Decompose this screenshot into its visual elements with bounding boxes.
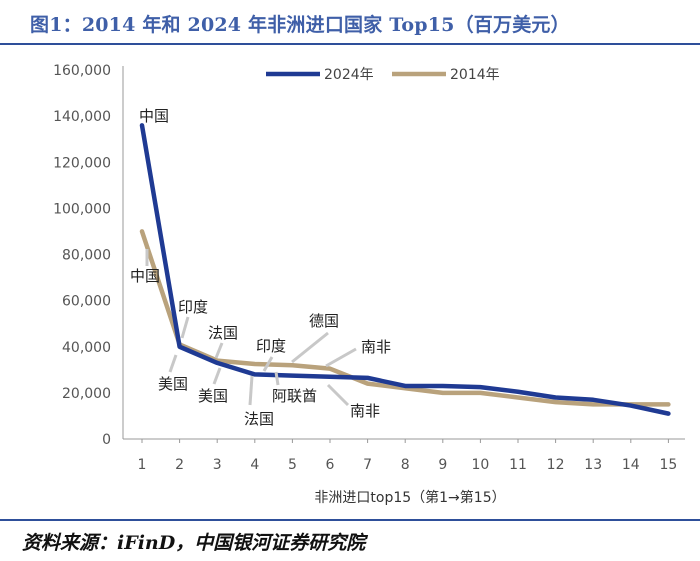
annotation-label: 中国: [139, 107, 169, 125]
annotation-leader: [262, 356, 274, 372]
chart-axes: 0 20,000 40,000 60,000 80,000 100,000 120,000 1…: [53, 63, 685, 473]
chart-legend: 2024年 2014年: [266, 67, 500, 83]
y-tick-label: 80,000: [62, 248, 111, 264]
y-tick-label: 60,000: [62, 294, 111, 310]
annotation-leader: [214, 342, 224, 359]
annotation-label: 南非: [361, 338, 391, 356]
x-tick-label: 14: [622, 457, 640, 473]
x-tick-label: 5: [288, 457, 297, 473]
source-rule: [0, 519, 700, 521]
annotation-label: 印度: [178, 298, 208, 316]
annotation-label: 印度: [256, 337, 286, 355]
x-tick-label: 11: [509, 457, 527, 473]
annotation-label: 德国: [309, 312, 339, 330]
annotation-leader: [325, 347, 357, 368]
x-tick-label: 8: [401, 457, 410, 473]
annotation-label: 美国: [158, 375, 188, 393]
y-tick-label: 0: [102, 432, 111, 448]
x-tick-label: 10: [471, 457, 489, 473]
legend-label: 2024年: [324, 67, 374, 83]
y-tick-label: 160,000: [53, 63, 111, 79]
x-tick-label: 2: [175, 457, 184, 473]
x-tick-label: 7: [363, 457, 372, 473]
x-tick-label: 12: [547, 457, 565, 473]
annotation-leader: [326, 383, 350, 407]
chart-title: 图1：2014 年和 2024 年非洲进口国家 Top15（百万美元）: [30, 14, 570, 36]
annotation-label: 南非: [350, 402, 380, 420]
y-tick-label: 140,000: [53, 109, 111, 125]
x-axis-label: 非洲进口top15（第1→第15）: [314, 489, 505, 506]
x-tick-label: 15: [659, 457, 677, 473]
y-tick-label: 20,000: [62, 386, 111, 402]
x-tick-label: 6: [326, 457, 335, 473]
x-tick-label: 3: [213, 457, 222, 473]
series-line-2014年: [139, 229, 671, 407]
y-tick-label: 120,000: [53, 155, 111, 171]
annotation-label: 法国: [208, 324, 238, 342]
annotation-label: 中国: [130, 267, 160, 285]
annotation-leader: [180, 316, 190, 339]
annotation-leader: [291, 331, 329, 364]
annotation-leader: [168, 354, 178, 373]
annotation-leader: [248, 375, 254, 406]
x-tick-label: 1: [138, 457, 147, 473]
annotation-leader: [274, 371, 280, 386]
x-tick-label: 4: [250, 457, 259, 473]
y-tick-label: 100,000: [53, 201, 111, 217]
annotation-label: 阿联酋: [272, 387, 317, 405]
chart-series: [139, 123, 671, 416]
title-rule: [0, 43, 700, 45]
series-line-2024年: [139, 123, 671, 416]
legend-label: 2014年: [450, 67, 500, 83]
x-tick-label: 13: [584, 457, 602, 473]
y-tick-label: 40,000: [62, 340, 111, 356]
source-note: 资料来源：iFinD，中国银河证券研究院: [22, 532, 366, 554]
annotation-leader: [212, 367, 222, 385]
annotation-label: 法国: [244, 410, 274, 428]
x-tick-label: 9: [438, 457, 447, 473]
annotation-label: 美国: [198, 387, 228, 405]
